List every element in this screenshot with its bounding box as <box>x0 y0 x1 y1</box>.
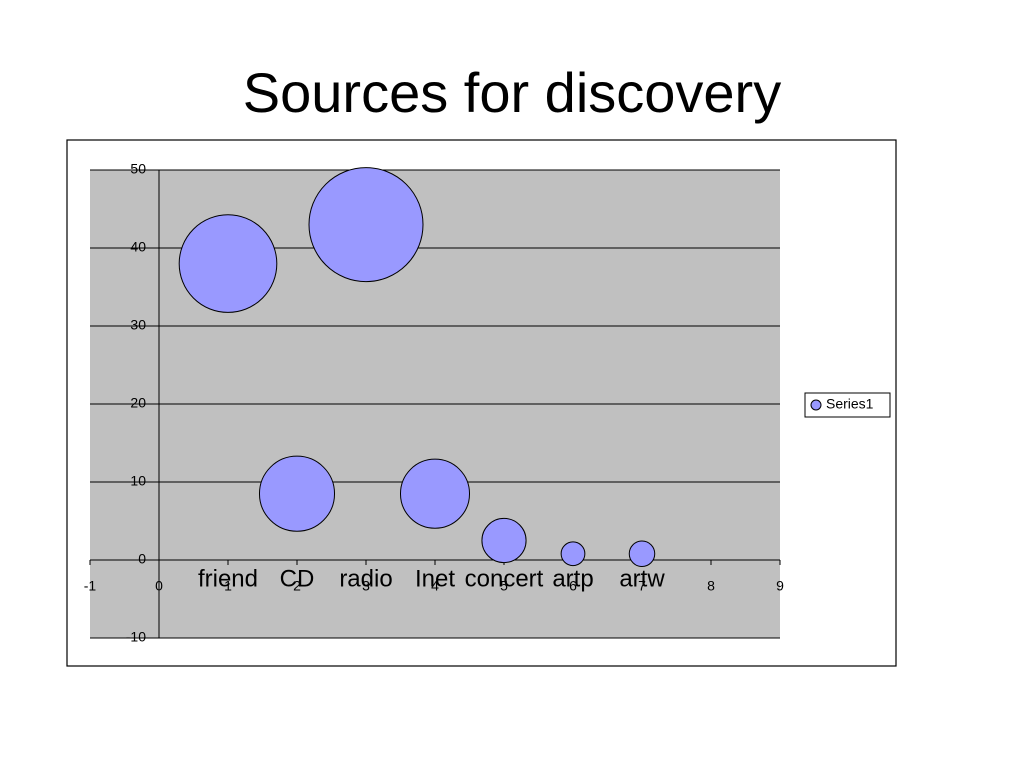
bubble <box>481 517 527 564</box>
x-tick-label: 6 <box>569 578 577 594</box>
y-tick-label: 20 <box>130 395 146 411</box>
point-label: friend <box>198 565 258 592</box>
x-tick-label: 5 <box>500 578 508 594</box>
point-label: Inet <box>415 565 455 592</box>
x-tick-label: 4 <box>431 578 439 594</box>
point-label: CD <box>280 565 315 592</box>
x-tick-label: 7 <box>638 578 646 594</box>
x-tick-label: 8 <box>707 578 715 594</box>
x-tick-label: 1 <box>224 578 232 594</box>
y-tick-label: 50 <box>130 161 146 177</box>
point-label: artp <box>552 565 593 592</box>
bubble <box>308 167 424 283</box>
x-tick-label: 3 <box>362 578 370 594</box>
chart-title: Sources for discovery <box>243 61 781 124</box>
y-tick-label: -10 <box>126 629 146 645</box>
bubble <box>628 540 656 568</box>
y-tick-label: 10 <box>130 473 146 489</box>
x-tick-label: 2 <box>293 578 301 594</box>
point-label: radio <box>339 565 392 592</box>
x-tick-label: -1 <box>84 578 97 594</box>
y-tick-label: 0 <box>138 551 146 567</box>
y-tick-label: 40 <box>130 239 146 255</box>
point-label: artw <box>619 565 665 592</box>
x-tick-label: 9 <box>776 578 784 594</box>
bubble <box>399 458 471 529</box>
y-tick-label: 30 <box>130 317 146 333</box>
point-label: concert <box>465 565 544 592</box>
legend-marker <box>810 399 822 411</box>
bubble <box>178 214 278 313</box>
legend-label: Series1 <box>826 396 874 412</box>
bubble <box>560 541 586 567</box>
x-tick-label: 0 <box>155 578 163 594</box>
bubble <box>258 455 336 532</box>
